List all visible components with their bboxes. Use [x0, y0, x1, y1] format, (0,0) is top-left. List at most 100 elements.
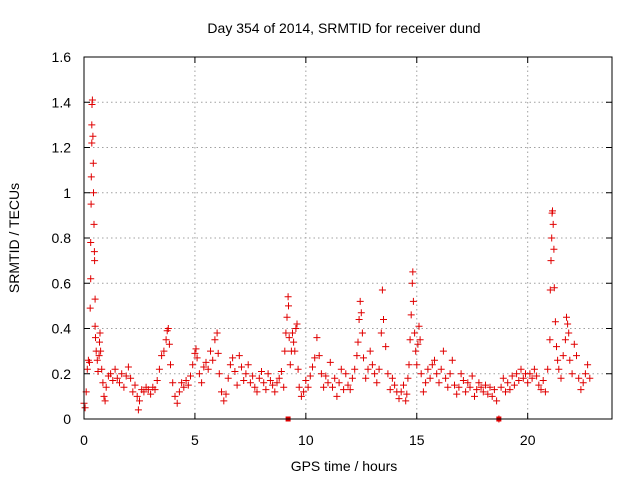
data-point [160, 347, 168, 355]
data-point [404, 374, 412, 382]
data-point [97, 347, 105, 355]
data-point [218, 388, 225, 396]
data-point [118, 370, 126, 378]
data-point [541, 388, 549, 396]
data-point [412, 347, 420, 355]
data-point [193, 354, 201, 362]
data-point [348, 374, 356, 382]
data-point [285, 334, 293, 342]
data-points [80, 96, 594, 423]
data-point [294, 365, 302, 373]
data-point [144, 386, 152, 394]
data-point [195, 370, 203, 378]
data-point [147, 390, 155, 398]
data-point [133, 392, 141, 400]
y-tick-label: 1.6 [52, 49, 72, 65]
data-point [101, 397, 109, 405]
data-point [417, 370, 425, 378]
data-point [584, 361, 592, 369]
x-tick-label: 0 [80, 432, 88, 448]
data-point [171, 392, 179, 400]
data-point [342, 370, 350, 378]
data-point [513, 370, 521, 378]
data-point [358, 329, 366, 337]
x-axis-label: GPS time / hours [291, 458, 398, 474]
data-point [506, 386, 514, 394]
data-point [484, 390, 492, 398]
data-point [444, 383, 452, 391]
data-point [291, 347, 299, 355]
data-point [91, 322, 99, 330]
data-point [431, 356, 438, 364]
data-point [573, 352, 580, 360]
data-point [87, 275, 95, 283]
x-tick-label: 10 [298, 432, 314, 448]
data-point [377, 329, 385, 337]
data-point [419, 388, 427, 396]
data-point [437, 365, 445, 373]
data-point [457, 370, 465, 378]
data-point [446, 370, 454, 378]
data-point [320, 383, 328, 391]
data-point [559, 352, 567, 360]
x-tick-label: 5 [191, 432, 199, 448]
data-point [519, 374, 527, 382]
data-point [515, 377, 523, 384]
data-point [375, 365, 383, 373]
data-point [107, 370, 115, 378]
x-tick-label: 20 [520, 432, 536, 448]
data-point [269, 381, 277, 389]
data-point [300, 388, 308, 396]
data-point [129, 388, 137, 396]
data-point [306, 372, 314, 380]
data-point [530, 365, 538, 373]
y-tick-label: 0.8 [52, 230, 72, 246]
data-point [477, 383, 485, 391]
data-point [290, 338, 298, 346]
data-point [109, 377, 117, 384]
data-point [116, 379, 123, 387]
data-point [455, 383, 463, 391]
data-point [424, 365, 432, 373]
x-tick-labels: 0 5 10 15 20 [80, 432, 536, 448]
data-point [351, 365, 359, 373]
data-point [275, 374, 283, 382]
data-point [546, 286, 554, 294]
data-point [292, 325, 300, 332]
data-point [153, 377, 161, 384]
data-point [535, 381, 543, 389]
data-point [490, 386, 498, 394]
data-point [317, 370, 325, 378]
data-point [524, 379, 532, 387]
data-point [329, 383, 336, 391]
data-point [222, 390, 230, 398]
data-point [214, 349, 222, 357]
data-point [561, 336, 569, 344]
y-tick-label: 1.4 [52, 94, 72, 110]
data-point [87, 239, 95, 246]
data-point [384, 370, 392, 378]
data-point [426, 374, 434, 382]
data-point [439, 347, 447, 355]
axis-ticks [83, 56, 612, 420]
data-point [189, 361, 197, 369]
data-point [324, 379, 332, 387]
data-point [504, 379, 512, 387]
data-point [182, 377, 190, 384]
data-point [355, 316, 363, 323]
data-point [400, 381, 407, 389]
data-point [215, 370, 223, 378]
data-point [207, 347, 214, 355]
data-point [479, 388, 487, 396]
data-point [281, 347, 289, 355]
data-point [251, 383, 259, 391]
data-point [231, 368, 239, 375]
data-point [464, 379, 472, 387]
data-point [340, 386, 348, 394]
data-point [238, 363, 245, 371]
data-point [304, 383, 312, 391]
data-point [402, 397, 410, 405]
data-point [102, 383, 110, 391]
data-point [266, 377, 274, 384]
